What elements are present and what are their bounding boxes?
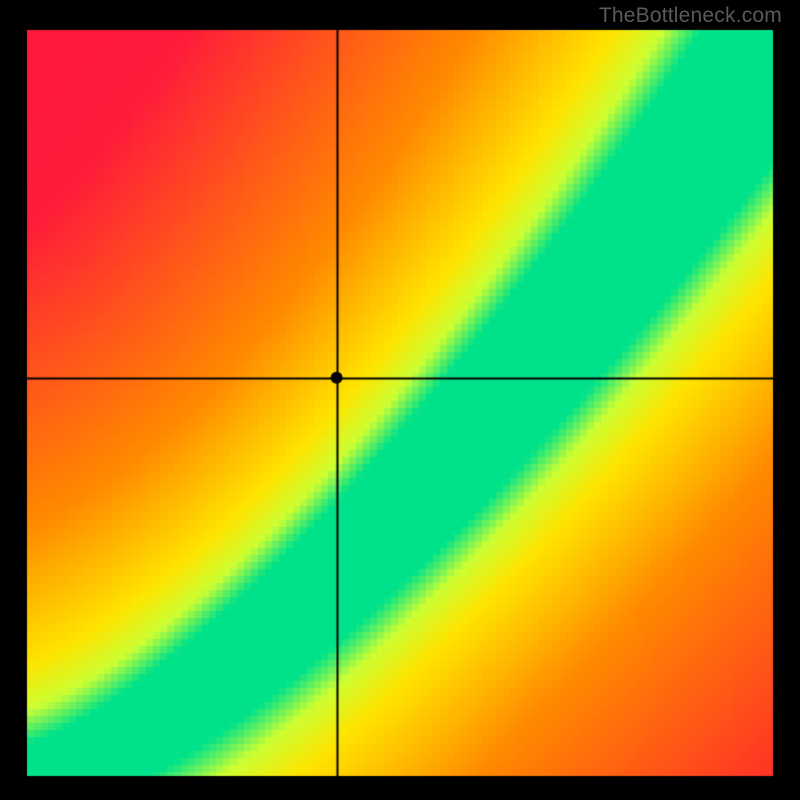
chart-container: TheBottleneck.com xyxy=(0,0,800,800)
watermark-text: TheBottleneck.com xyxy=(599,4,782,28)
bottleneck-heatmap xyxy=(0,0,800,800)
